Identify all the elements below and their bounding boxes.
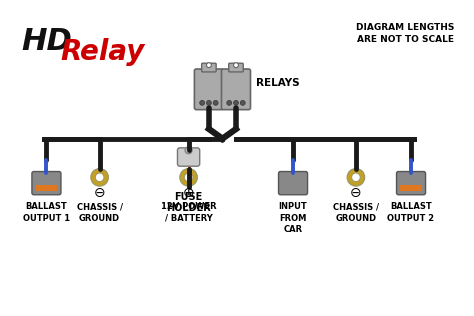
Text: RELAYS: RELAYS — [256, 77, 300, 88]
FancyBboxPatch shape — [201, 63, 216, 72]
Text: DIAGRAM LENGTHS
ARE NOT TO SCALE: DIAGRAM LENGTHS ARE NOT TO SCALE — [356, 23, 454, 44]
Circle shape — [240, 100, 245, 105]
Bar — [401, 185, 422, 191]
Text: BALLAST
OUTPUT 2: BALLAST OUTPUT 2 — [387, 203, 435, 222]
FancyBboxPatch shape — [32, 172, 61, 195]
FancyBboxPatch shape — [194, 69, 223, 110]
Text: ⊖: ⊖ — [94, 186, 105, 200]
Text: ⊕: ⊕ — [183, 186, 194, 200]
Bar — [283, 185, 304, 191]
Text: CHASSIS /
GROUND: CHASSIS / GROUND — [77, 203, 123, 222]
Text: INPUT
FROM
CAR: INPUT FROM CAR — [279, 203, 308, 234]
Circle shape — [200, 100, 205, 105]
Text: FUSE
HOLDER: FUSE HOLDER — [166, 192, 211, 213]
Text: BALLAST
OUTPUT 1: BALLAST OUTPUT 1 — [23, 203, 70, 222]
FancyBboxPatch shape — [177, 148, 200, 166]
Circle shape — [184, 173, 193, 182]
Circle shape — [95, 173, 104, 182]
Circle shape — [234, 100, 238, 105]
Circle shape — [213, 100, 218, 105]
Circle shape — [180, 169, 197, 186]
Circle shape — [207, 63, 211, 68]
Circle shape — [207, 100, 211, 105]
FancyBboxPatch shape — [229, 63, 243, 72]
Text: ⊖: ⊖ — [350, 186, 362, 200]
Text: Relay: Relay — [60, 38, 145, 66]
Bar — [36, 185, 57, 191]
Text: HD: HD — [21, 27, 72, 57]
Text: CHASSIS /
GROUND: CHASSIS / GROUND — [333, 203, 379, 222]
Circle shape — [234, 63, 238, 68]
Text: 12V POWER
/ BATTERY: 12V POWER / BATTERY — [161, 203, 217, 222]
FancyBboxPatch shape — [279, 172, 308, 195]
FancyBboxPatch shape — [221, 69, 250, 110]
FancyBboxPatch shape — [397, 172, 426, 195]
Circle shape — [347, 169, 365, 186]
Circle shape — [352, 173, 360, 182]
Circle shape — [227, 100, 232, 105]
Circle shape — [91, 169, 109, 186]
